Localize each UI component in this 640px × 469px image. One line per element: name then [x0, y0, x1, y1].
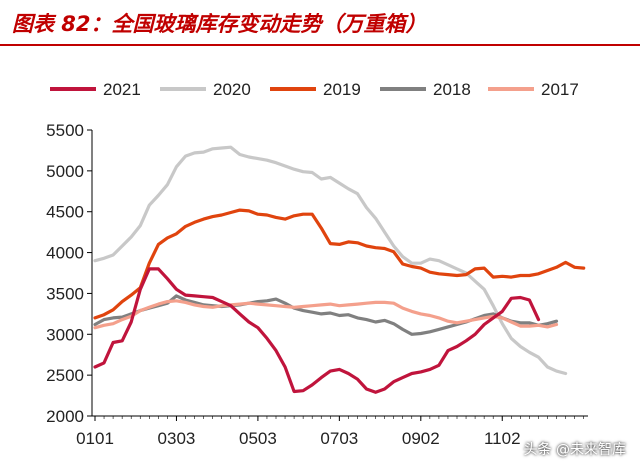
- axes: 2000 2500 3000 3500 4000 4500 5000 5500 0101 0303…: [46, 121, 588, 448]
- x-tick-label: 0503: [239, 429, 277, 448]
- x-tick-label: 0703: [320, 429, 358, 448]
- y-tick-label: 4000: [46, 244, 84, 263]
- title-underline: [0, 44, 640, 46]
- legend-label-2019: 2019: [323, 80, 361, 99]
- series-lines: [93, 145, 586, 394]
- series-line-2020: [93, 145, 568, 376]
- legend-label-2021: 2021: [103, 80, 141, 99]
- y-tick-label: 2500: [46, 366, 84, 385]
- watermark: 头条 @未来智库: [523, 442, 626, 458]
- y-tick-label: 4500: [46, 203, 84, 222]
- series-line-2017: [93, 299, 559, 330]
- legend-label-2018: 2018: [433, 80, 471, 99]
- y-tick-label: 5500: [46, 121, 84, 140]
- x-tick-label: 1102: [484, 429, 521, 448]
- x-tick-label: 0902: [402, 429, 440, 448]
- y-tick-label: 5000: [46, 162, 84, 181]
- series-line-2021: [93, 267, 541, 394]
- series-line-2019: [93, 208, 586, 320]
- x-tick-label: 0303: [158, 429, 196, 448]
- y-tick-label: 3000: [46, 325, 84, 344]
- legend: 2021 2020 2019 2018 2017: [50, 80, 579, 99]
- y-tick-label: 3500: [46, 284, 84, 303]
- chart-title: 图表 82：全国玻璃库存变动走势（万重箱）: [12, 12, 427, 36]
- legend-label-2020: 2020: [213, 80, 251, 99]
- y-tick-label: 2000: [46, 407, 84, 426]
- legend-label-2017: 2017: [541, 80, 579, 99]
- x-tick-label: 0101: [76, 429, 114, 448]
